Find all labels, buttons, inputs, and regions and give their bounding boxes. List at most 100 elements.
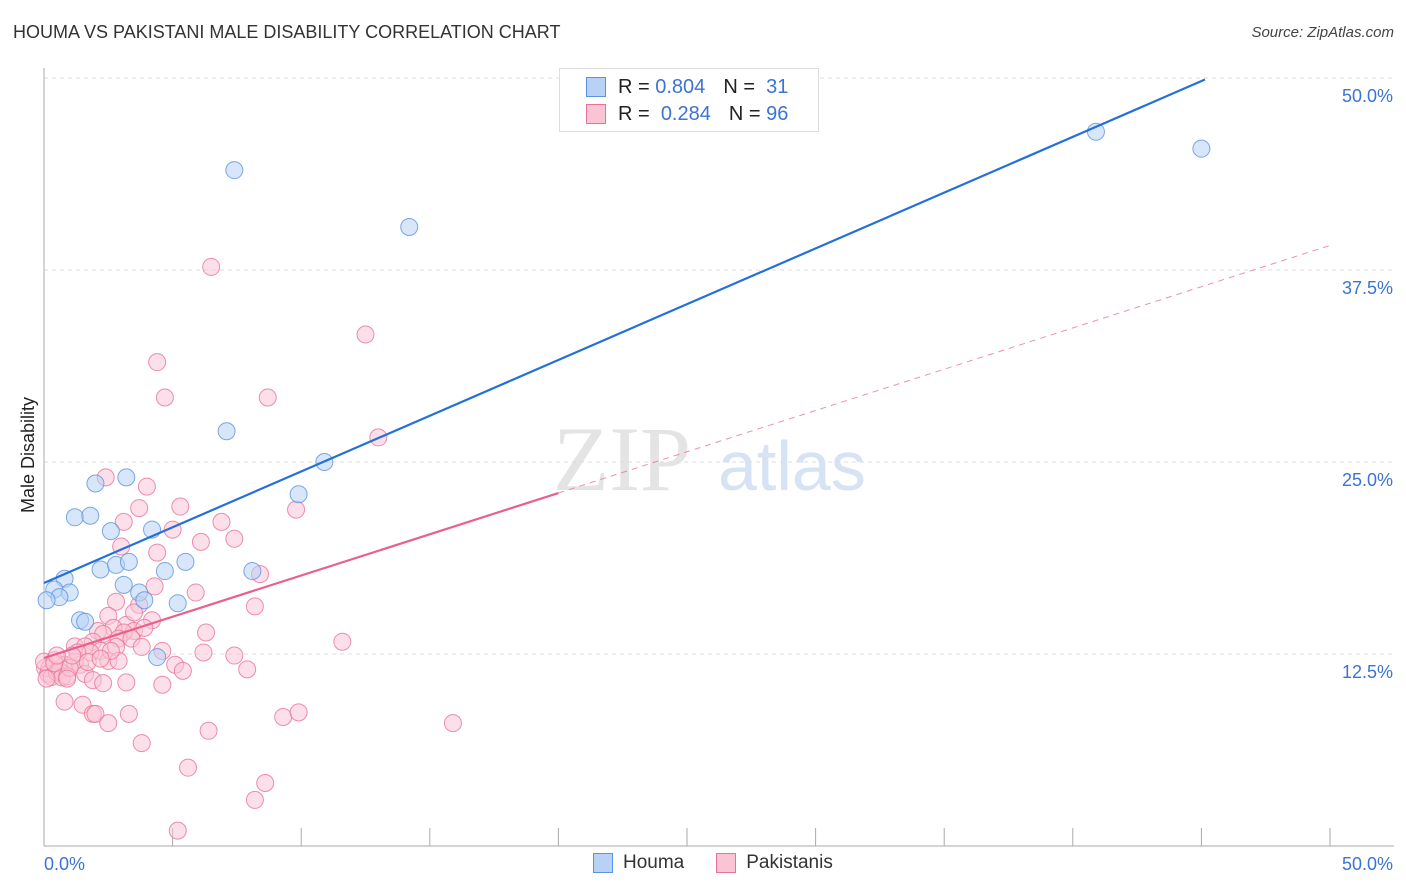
houma-point [168, 594, 187, 613]
pakistanis-point [225, 529, 244, 548]
pakistanis-point [186, 583, 205, 602]
watermark-atlas: atlas [718, 427, 866, 505]
pakistanis-point [245, 790, 264, 809]
pakistanis-point [212, 512, 231, 531]
legend-row-houma: R = 0.804 N = 31 [586, 75, 788, 99]
houma-point [81, 506, 100, 525]
pakistanis-point [114, 512, 133, 531]
pakistanis-point [148, 543, 167, 562]
pakistanis-point [238, 660, 257, 679]
n-label: N = [723, 75, 755, 98]
houma-point [289, 485, 308, 504]
houma-point [37, 591, 56, 610]
pakistanis-point [225, 646, 244, 665]
houma-point [1192, 139, 1211, 158]
pakistanis-swatch [716, 853, 737, 873]
pakistanis-point [107, 592, 126, 611]
legend-item-houma[interactable]: Houma [593, 852, 684, 874]
houma-point [225, 161, 244, 180]
pakistanis-point [91, 649, 110, 668]
pakistanis-point [148, 353, 167, 372]
pakistanis-point [179, 758, 198, 777]
pakistanis-swatch [586, 104, 606, 124]
houma-point [119, 552, 138, 571]
houma-point [155, 562, 174, 581]
pakistanis-point [132, 637, 151, 656]
pakistanis-point [58, 669, 77, 688]
pakistanis-point [202, 257, 221, 276]
pakistanis-point [274, 707, 293, 726]
houma-point [65, 508, 84, 527]
legend: R = 0.804 N = 31 R = 0.284 N = 96 [559, 68, 819, 132]
r-value: 0.284 [660, 102, 711, 125]
houma-trend-line [43, 78, 1206, 585]
legend-row-pakistanis: R = 0.284 N = 96 [586, 102, 788, 126]
houma-swatch [586, 77, 606, 97]
pakistanis-point [145, 577, 164, 596]
pakistanis-point [137, 477, 156, 496]
pakistanis-point [443, 714, 462, 733]
houma-point [135, 591, 154, 610]
pakistanis-point [194, 643, 213, 662]
pakistanis-trend-line [558, 244, 1331, 494]
series-legend: Houma Pakistanis [593, 852, 865, 874]
houma-point [76, 612, 95, 631]
pakistanis-point [287, 500, 306, 519]
y-tick-label: 25.0% [1342, 470, 1393, 490]
watermark: ZIP [553, 408, 691, 510]
legend-item-pakistanis[interactable]: Pakistanis [716, 852, 833, 874]
houma-point [91, 560, 110, 579]
n-value: 96 [766, 102, 789, 125]
pakistanis-point [191, 532, 210, 551]
houma-point [148, 648, 167, 667]
chart-title: HOUMA VS PAKISTANI MALE DISABILITY CORRE… [13, 22, 561, 42]
houma-point [114, 575, 133, 594]
houma-point [243, 562, 262, 581]
pakistanis-point [132, 734, 151, 753]
x-tick-label: 0.0% [44, 854, 85, 874]
pakistanis-point [94, 674, 113, 693]
houma-point [176, 552, 195, 571]
pakistanis-point [171, 497, 190, 516]
pakistanis-point [356, 325, 375, 344]
n-value: 31 [766, 75, 789, 98]
legend-label: Houma [623, 852, 685, 873]
pakistanis-point [289, 703, 308, 722]
legend-label: Pakistanis [746, 852, 833, 873]
pakistanis-point [199, 721, 218, 740]
r-value: 0.804 [655, 75, 706, 98]
pakistanis-trend-line [43, 491, 559, 660]
pakistanis-point [99, 714, 118, 733]
pakistanis-point [86, 704, 105, 723]
pakistanis-point [197, 623, 216, 642]
source-label: Source: ZipAtlas.com [1251, 24, 1394, 41]
x-tick-label: 50.0% [1342, 854, 1393, 874]
pakistanis-point [119, 704, 138, 723]
pakistanis-point [173, 661, 192, 680]
y-axis-label: Male Disability [18, 397, 38, 513]
y-tick-label: 37.5% [1342, 278, 1393, 298]
pakistanis-point [155, 388, 174, 407]
houma-point [217, 422, 236, 441]
pakistanis-point [130, 499, 149, 518]
y-tick-label: 12.5% [1342, 662, 1393, 682]
pakistanis-point [168, 821, 187, 840]
r-label: R = [618, 75, 650, 98]
houma-point [400, 217, 419, 236]
pakistanis-point [37, 669, 56, 688]
y-tick-label: 50.0% [1342, 86, 1393, 106]
n-label: N = [728, 102, 761, 125]
pakistanis-point [125, 603, 144, 622]
pakistanis-point [333, 632, 352, 651]
houma-point [117, 468, 136, 487]
r-label: R = [618, 102, 650, 125]
houma-swatch [593, 853, 613, 873]
pakistanis-point [256, 774, 275, 793]
pakistanis-point [117, 673, 136, 692]
pakistanis-point [245, 597, 264, 616]
pakistanis-point [258, 388, 277, 407]
houma-point [86, 474, 105, 493]
houma-point [101, 522, 120, 541]
